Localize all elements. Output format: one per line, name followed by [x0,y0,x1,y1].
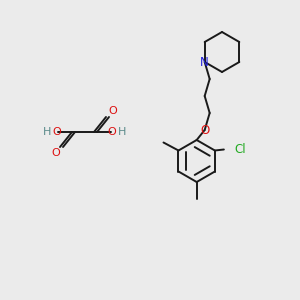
Text: H: H [118,127,126,137]
Text: N: N [200,56,209,68]
Text: O: O [52,148,60,158]
Text: O: O [52,127,62,137]
Text: O: O [109,106,117,116]
Text: O: O [108,127,116,137]
Text: O: O [200,124,209,136]
Text: Cl: Cl [235,143,247,156]
Text: H: H [43,127,51,137]
